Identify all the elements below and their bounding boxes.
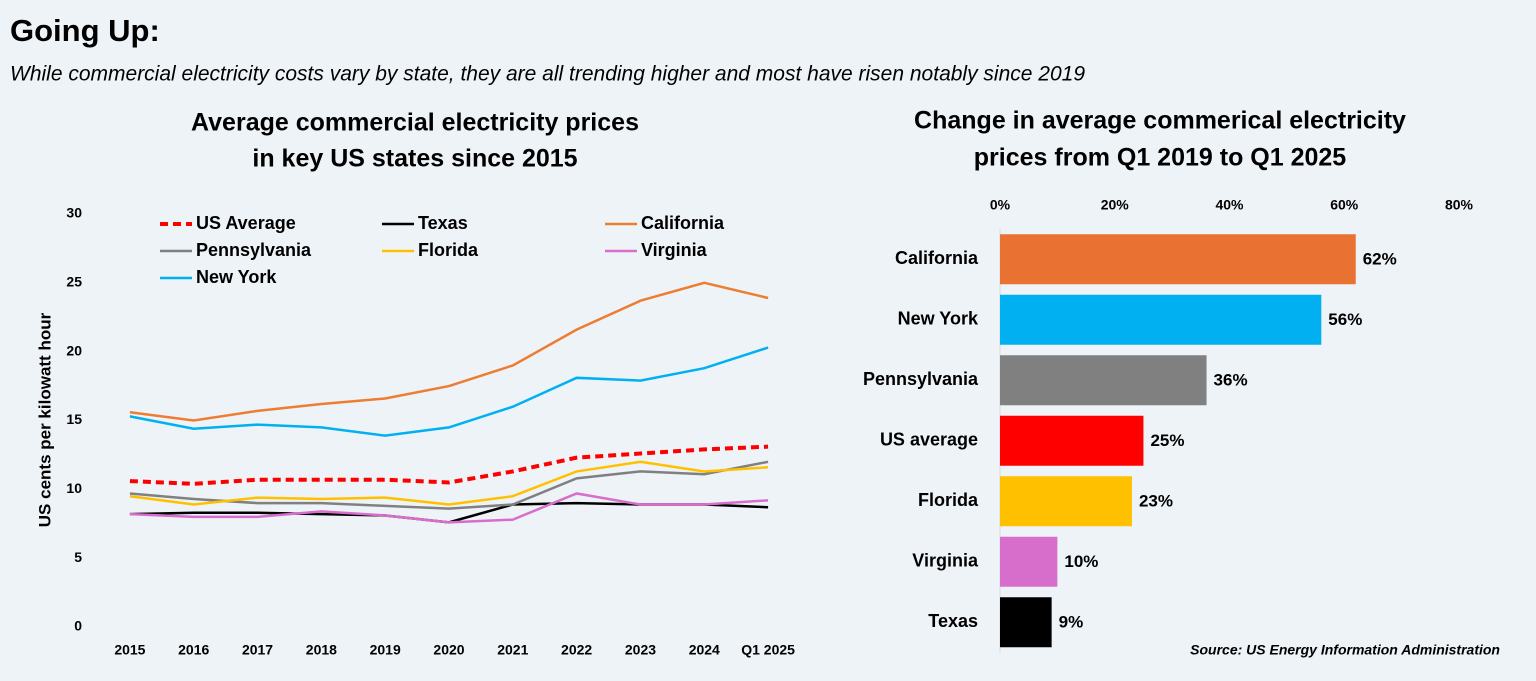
value-label: 25%: [1150, 431, 1184, 450]
chart-title: Average commercial electricity prices: [191, 109, 639, 137]
series-line: [129, 460, 769, 510]
legend-label: Pennsylvania: [196, 240, 312, 260]
x-tick-label: 2022: [561, 642, 592, 658]
series-line: [129, 346, 769, 437]
x-tick-label: 2017: [242, 642, 273, 658]
legend-label: Texas: [418, 213, 468, 233]
value-label: 9%: [1059, 613, 1084, 632]
y-tick-label: 10: [66, 480, 82, 496]
value-label: 36%: [1214, 371, 1248, 390]
bar: [1000, 294, 1322, 345]
x-tick-label: 2021: [497, 642, 528, 658]
x-tick-label: 2016: [178, 642, 209, 658]
value-label: 56%: [1328, 310, 1362, 329]
chart-title: in key US states since 2015: [252, 145, 577, 173]
chart-title: Change in average commerical electricity: [914, 107, 1406, 135]
page-title: Going Up:: [10, 13, 160, 48]
x-tick-label: 2024: [689, 642, 720, 658]
y-axis-label: US cents per kilowatt hour: [35, 312, 54, 527]
bar: [1000, 355, 1207, 406]
category-label: Pennsylvania: [863, 369, 979, 389]
value-label: 62%: [1363, 250, 1397, 269]
chart-title: prices from Q1 2019 to Q1 2025: [974, 144, 1347, 172]
legend-label: Virginia: [641, 240, 708, 260]
y-tick-label: 25: [66, 274, 82, 290]
category-label: Florida: [918, 490, 979, 510]
x-tick-label: 20%: [1101, 197, 1130, 213]
bar: [1000, 476, 1132, 527]
page-subtitle: While commercial electricity costs vary …: [10, 63, 1085, 86]
x-tick-label: 40%: [1215, 197, 1244, 213]
category-label: Texas: [928, 611, 978, 631]
series-line: [129, 281, 769, 422]
legend-label: California: [641, 213, 725, 233]
legend-label: US Average: [196, 213, 296, 233]
x-tick-label: 60%: [1330, 197, 1359, 213]
x-tick-label: 2018: [306, 642, 337, 658]
x-tick-label: 80%: [1445, 197, 1474, 213]
bar: [1000, 415, 1144, 466]
series-line: [129, 444, 769, 486]
x-tick-label: 2020: [433, 642, 464, 658]
series-line: [129, 492, 769, 524]
x-tick-label: 2019: [370, 642, 401, 658]
value-label: 23%: [1139, 492, 1173, 511]
x-tick-label: 2023: [625, 642, 656, 658]
bar: [1000, 597, 1052, 648]
category-label: US average: [880, 430, 978, 450]
series-line: [129, 460, 769, 506]
x-tick-label: 0%: [990, 197, 1011, 213]
value-label: 10%: [1064, 552, 1098, 571]
x-tick-label: Q1 2025: [741, 642, 795, 658]
y-tick-label: 15: [66, 411, 82, 427]
legend-label: New York: [196, 267, 277, 287]
source: Source: US Energy Information Administra…: [1190, 642, 1500, 658]
category-label: California: [895, 248, 979, 268]
y-tick-label: 30: [66, 205, 82, 221]
bar: [1000, 234, 1356, 285]
category-label: Virginia: [912, 551, 979, 571]
bar: [1000, 536, 1058, 587]
y-tick-label: 0: [74, 618, 82, 634]
x-tick-label: 2015: [114, 642, 145, 658]
y-tick-label: 20: [66, 342, 82, 358]
category-label: New York: [898, 309, 979, 329]
y-tick-label: 5: [74, 549, 82, 565]
legend-label: Florida: [418, 240, 479, 260]
